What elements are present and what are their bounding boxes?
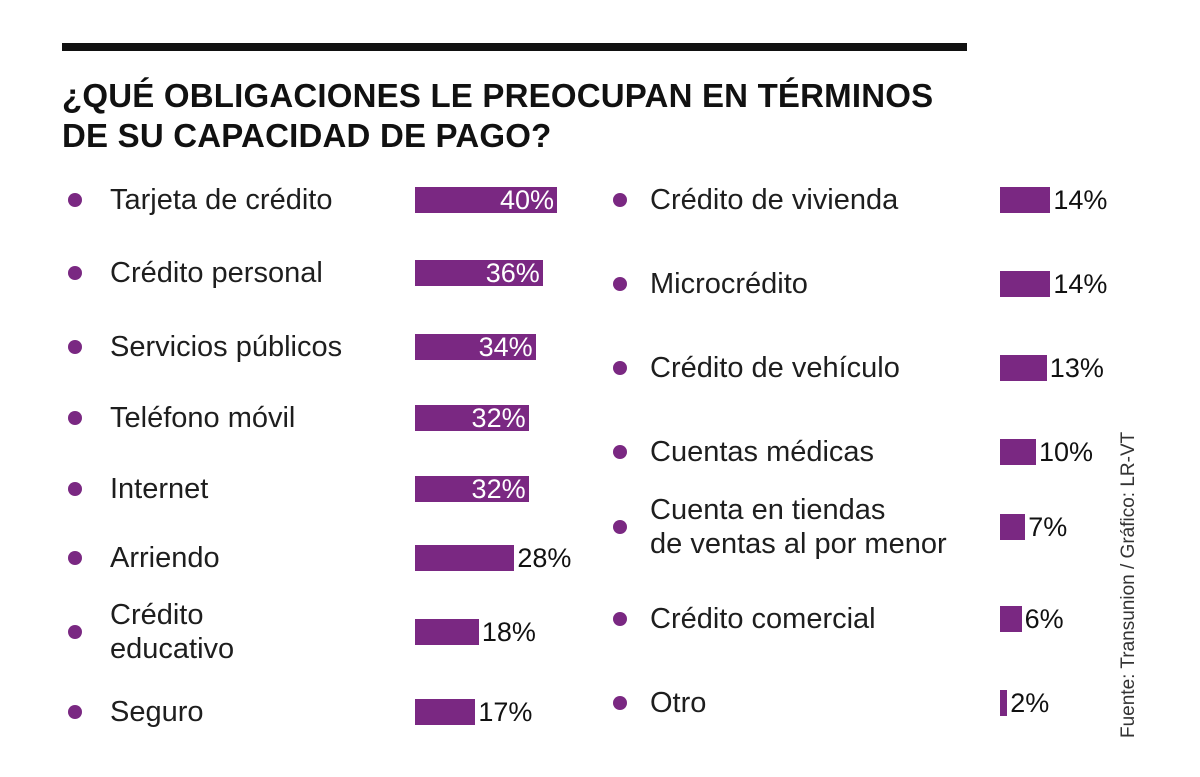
bullet-icon xyxy=(613,277,627,291)
bar-label: Crédito comercial xyxy=(650,602,876,636)
bar-value-label: 17% xyxy=(478,697,533,727)
bar-label: Otro xyxy=(650,686,706,720)
bar xyxy=(1000,355,1047,381)
bullet-icon xyxy=(68,340,82,354)
bar-label-line: Seguro xyxy=(110,696,204,728)
bar-label-line: Crédito de vivienda xyxy=(650,184,899,216)
top-rule xyxy=(62,43,967,51)
bar-value-label: 10% xyxy=(1039,437,1094,467)
bar xyxy=(1000,690,1008,716)
bar-value-label: 14% xyxy=(1053,185,1108,215)
bar-label: Crédito de vivienda xyxy=(650,183,898,217)
bar-value-label: 32% xyxy=(471,474,526,504)
bar xyxy=(415,405,529,431)
bullet-icon xyxy=(613,193,627,207)
bar-label: Crédito personal xyxy=(110,256,323,290)
bar-label-line: Internet xyxy=(110,473,209,505)
bullet-icon xyxy=(613,612,627,626)
bar-value-label: 13% xyxy=(1049,353,1104,383)
bar-label: Cuentas médicas xyxy=(650,435,874,469)
bar xyxy=(415,334,536,360)
bullet-icon xyxy=(613,696,627,710)
bar-value-label: 28% xyxy=(517,543,572,573)
chart-title: ¿QUÉ OBLIGACIONES LE PREOCUPAN EN TÉRMIN… xyxy=(62,76,1002,156)
bar-label-line: educativo xyxy=(110,633,235,665)
bar-label-line: Otro xyxy=(650,687,707,719)
bar-value-label: 2% xyxy=(1010,688,1050,718)
bar-label: Tarjeta de crédito xyxy=(110,183,332,217)
bar xyxy=(415,545,515,571)
bar-label-line: Crédito de vehículo xyxy=(650,352,900,384)
bar-label: Servicios públicos xyxy=(110,330,342,364)
bar-label: Microcrédito xyxy=(650,267,808,301)
bar xyxy=(415,699,476,725)
bar xyxy=(1000,606,1022,632)
bullet-icon xyxy=(68,193,82,207)
bar-label-line: Teléfono móvil xyxy=(110,402,296,434)
bar xyxy=(415,619,479,645)
title-line-2: DE SU CAPACIDAD DE PAGO? xyxy=(62,117,552,154)
bar-value-label: 6% xyxy=(1024,604,1064,634)
bar-value-label: 32% xyxy=(471,403,526,433)
bar-label-line: Crédito comercial xyxy=(650,603,876,635)
bar xyxy=(1000,271,1051,297)
bar xyxy=(1000,187,1051,213)
bar-label-line: Crédito personal xyxy=(110,257,323,289)
bullet-icon xyxy=(68,411,82,425)
bar-label-line: Cuenta en tiendas xyxy=(650,494,886,526)
bar-label-line: Cuentas médicas xyxy=(650,436,875,468)
bar-label-line: Microcrédito xyxy=(650,268,808,300)
bullet-icon xyxy=(68,266,82,280)
bar xyxy=(415,187,557,213)
bar xyxy=(1000,439,1036,465)
source-credit: Fuente: Transunion / Gráfico: LR-VT xyxy=(1118,431,1139,738)
bar xyxy=(1000,514,1026,540)
bar-label-line: Arriendo xyxy=(110,542,220,574)
bullet-icon xyxy=(68,482,82,496)
bar-label: Teléfono móvil xyxy=(110,401,295,435)
bar-label: Internet xyxy=(110,472,208,506)
bar-label: Crédito educativo xyxy=(110,598,234,666)
bar-label: Seguro xyxy=(110,695,204,729)
bar-label-line: de ventas al por menor xyxy=(650,528,947,560)
bar-value-label: 36% xyxy=(485,258,540,288)
bar-label-line: Tarjeta de crédito xyxy=(110,184,333,216)
bar xyxy=(415,476,529,502)
bar-value-label: 7% xyxy=(1028,512,1068,542)
bar-value-label: 18% xyxy=(481,617,536,647)
bar xyxy=(415,260,543,286)
bar-label: Crédito de vehículo xyxy=(650,351,900,385)
bar-value-label: 14% xyxy=(1053,269,1108,299)
bullet-icon xyxy=(68,551,82,565)
bar-label: Arriendo xyxy=(110,541,220,575)
bar-label: Cuenta en tiendas de ventas al por menor xyxy=(650,493,947,561)
bullet-icon xyxy=(68,625,82,639)
bar-value-label: 34% xyxy=(478,332,533,362)
title-line-1: ¿QUÉ OBLIGACIONES LE PREOCUPAN EN TÉRMIN… xyxy=(62,77,934,114)
bullet-icon xyxy=(613,445,627,459)
bar-label-line: Servicios públicos xyxy=(110,331,343,363)
bar-value-label: 40% xyxy=(499,185,554,215)
bullet-icon xyxy=(613,361,627,375)
bullet-icon xyxy=(68,705,82,719)
bar-label-line: Crédito xyxy=(110,599,204,631)
bullet-icon xyxy=(613,520,627,534)
